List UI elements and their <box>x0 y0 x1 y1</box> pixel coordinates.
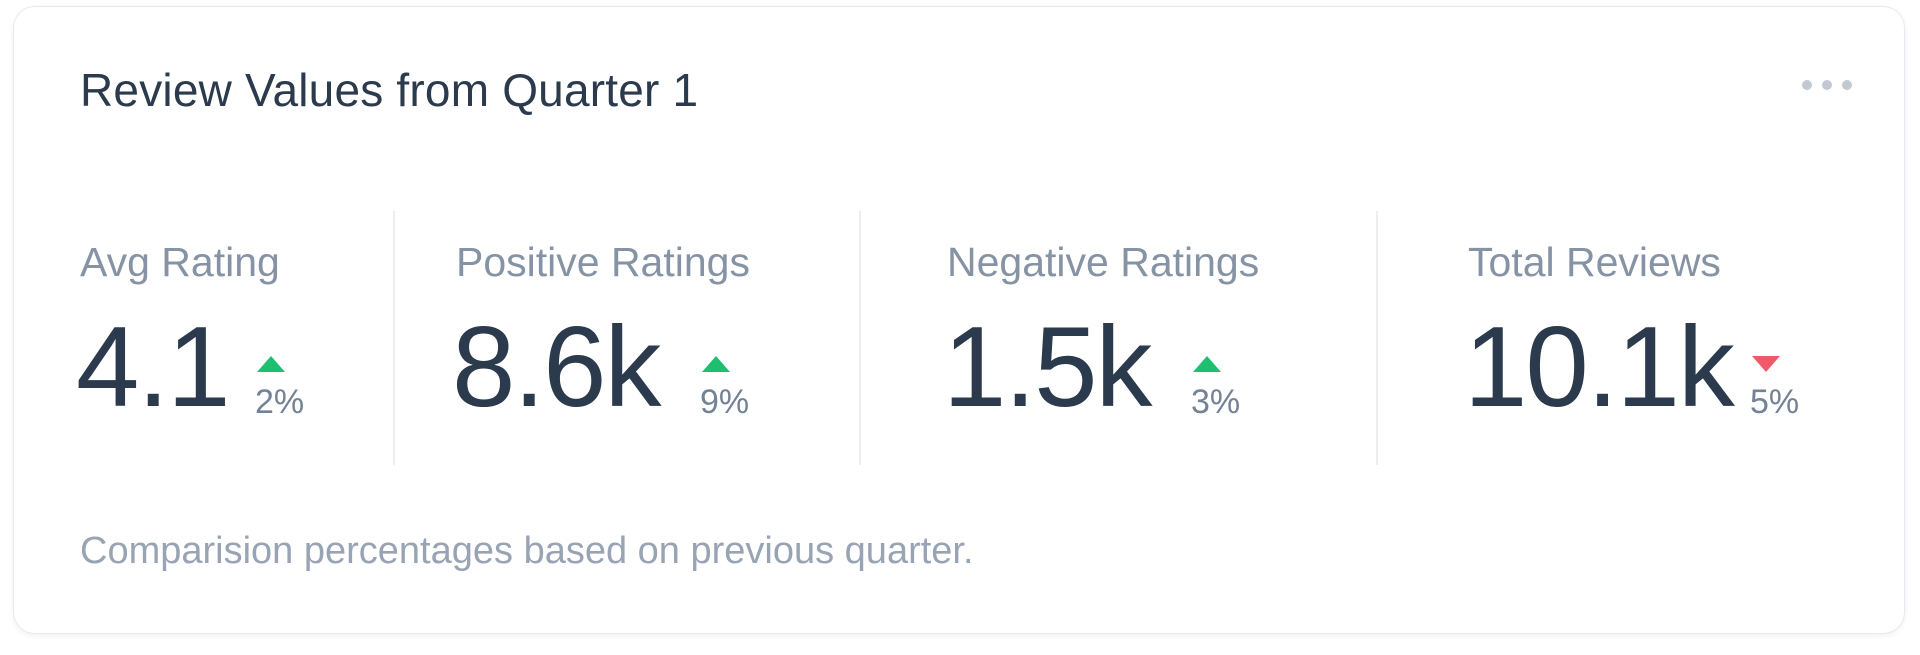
trend-indicator: 5% <box>1750 351 1810 421</box>
metric-total-reviews: Total Reviews 10.1k 5% <box>1464 211 1888 465</box>
trend-percentage: 5% <box>1750 383 1800 421</box>
triangle-up-icon <box>702 356 730 372</box>
footnote: Comparision percentages based on previou… <box>80 530 974 572</box>
triangle-up-icon <box>1193 356 1221 372</box>
trend-percentage: 3% <box>1191 383 1241 421</box>
trend-percentage: 9% <box>700 383 750 421</box>
metrics-row: Avg Rating 4.1 2% Positive Ratings 8.6k … <box>14 211 1904 465</box>
metric-label: Negative Ratings <box>947 239 1260 285</box>
metric-label: Total Reviews <box>1468 239 1721 285</box>
metric-divider <box>393 211 395 465</box>
review-values-card: Review Values from Quarter 1 Avg Rating … <box>13 6 1905 634</box>
more-horizontal-icon <box>1802 80 1812 90</box>
metric-negative-ratings: Negative Ratings 1.5k 3% <box>943 211 1367 465</box>
metric-value: 4.1 <box>76 304 230 431</box>
metric-avg-rating: Avg Rating 4.1 2% <box>76 211 380 465</box>
triangle-down-icon <box>1752 356 1780 372</box>
card-title: Review Values from Quarter 1 <box>80 64 699 116</box>
metric-divider <box>859 211 861 465</box>
metric-value: 8.6k <box>452 304 661 431</box>
more-options-button[interactable] <box>1802 73 1852 97</box>
trend-indicator: 2% <box>255 351 315 421</box>
metric-label: Avg Rating <box>80 239 280 285</box>
metric-label: Positive Ratings <box>456 239 750 285</box>
metric-positive-ratings: Positive Ratings 8.6k 9% <box>452 211 836 465</box>
triangle-up-icon <box>257 356 285 372</box>
trend-percentage: 2% <box>255 383 305 421</box>
metric-value: 10.1k <box>1464 304 1735 431</box>
trend-indicator: 9% <box>700 351 760 421</box>
more-horizontal-icon <box>1842 80 1852 90</box>
metric-divider <box>1376 211 1378 465</box>
metric-value: 1.5k <box>943 304 1152 431</box>
trend-indicator: 3% <box>1191 351 1251 421</box>
more-horizontal-icon <box>1822 80 1832 90</box>
